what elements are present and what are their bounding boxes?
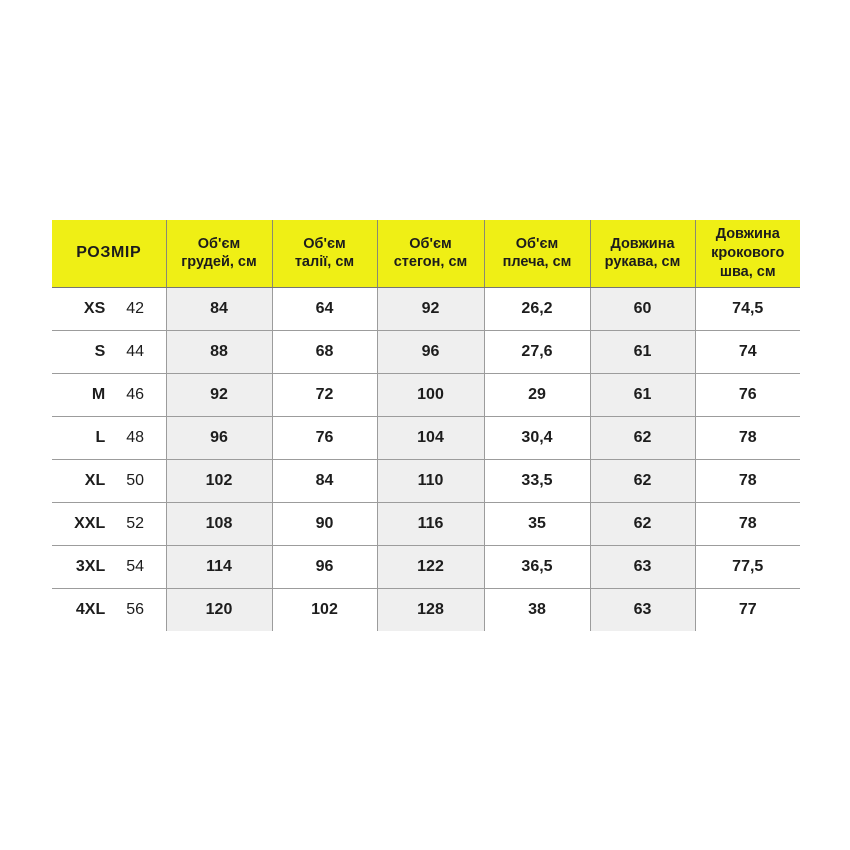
column-header-shoulder: Об'єм плеча, см: [484, 220, 591, 288]
sleeve-value: 63: [590, 545, 696, 589]
column-header-chest: Об'єм грудей, см: [166, 220, 273, 288]
size-code: S: [94, 342, 106, 360]
sleeve-value: 61: [590, 330, 696, 374]
column-header-sleeve: Довжина рукава, см: [590, 220, 696, 288]
shoulder-value: 29: [484, 373, 591, 417]
size-code: XS: [83, 299, 106, 317]
table-row-xxl: XXL 52 108 90 116 35 62 78: [52, 502, 800, 546]
shoulder-value: 26,2: [484, 287, 591, 331]
chest-value: 96: [166, 416, 273, 460]
size-number: 54: [126, 557, 145, 575]
size-cell: 3XL 54: [52, 545, 167, 589]
size-number: 56: [126, 600, 145, 618]
size-number: 50: [126, 471, 145, 489]
column-header-inseam: Довжина крокового шва, см: [695, 220, 800, 288]
inseam-value: 76: [695, 373, 800, 417]
size-cell: XL 50: [52, 459, 167, 503]
sleeve-value: 60: [590, 287, 696, 331]
shoulder-value: 35: [484, 502, 591, 546]
shoulder-value: 33,5: [484, 459, 591, 503]
inseam-value: 77,5: [695, 545, 800, 589]
column-header-size: РОЗМІР: [52, 220, 167, 288]
waist-value: 64: [272, 287, 378, 331]
hips-value: 128: [377, 588, 485, 631]
sleeve-value: 63: [590, 588, 696, 631]
size-code: XL: [84, 471, 106, 489]
size-number: 42: [126, 299, 145, 317]
waist-value: 76: [272, 416, 378, 460]
size-code: 4XL: [75, 600, 106, 618]
table-row-s: S 44 88 68 96 27,6 61 74: [52, 330, 800, 374]
chest-value: 108: [166, 502, 273, 546]
waist-value: 90: [272, 502, 378, 546]
chest-value: 84: [166, 287, 273, 331]
chest-value: 92: [166, 373, 273, 417]
hips-value: 116: [377, 502, 485, 546]
sleeve-value: 61: [590, 373, 696, 417]
waist-value: 102: [272, 588, 378, 631]
sleeve-value: 62: [590, 502, 696, 546]
column-header-waist: Об'єм талії, см: [272, 220, 378, 288]
inseam-value: 74,5: [695, 287, 800, 331]
size-code: 3XL: [75, 557, 106, 575]
sleeve-value: 62: [590, 459, 696, 503]
column-header-hips: Об'єм стегон, см: [377, 220, 485, 288]
waist-value: 68: [272, 330, 378, 374]
size-number: 48: [126, 428, 145, 446]
shoulder-value: 38: [484, 588, 591, 631]
size-number: 46: [126, 385, 145, 403]
hips-value: 104: [377, 416, 485, 460]
shoulder-value: 36,5: [484, 545, 591, 589]
size-chart-container: РОЗМІР Об'єм грудей, см Об'єм талії, см …: [52, 220, 800, 631]
inseam-value: 78: [695, 459, 800, 503]
size-cell: XS 42: [52, 287, 167, 331]
table-row-l: L 48 96 76 104 30,4 62 78: [52, 416, 800, 460]
chest-value: 102: [166, 459, 273, 503]
chest-value: 114: [166, 545, 273, 589]
inseam-value: 78: [695, 416, 800, 460]
shoulder-value: 27,6: [484, 330, 591, 374]
waist-value: 84: [272, 459, 378, 503]
table-row-4xl: 4XL 56 120 102 128 38 63 77: [52, 588, 800, 631]
size-number: 52: [126, 514, 145, 532]
inseam-value: 74: [695, 330, 800, 374]
table-row-m: M 46 92 72 100 29 61 76: [52, 373, 800, 417]
hips-value: 122: [377, 545, 485, 589]
size-code: XXL: [74, 514, 106, 532]
inseam-value: 78: [695, 502, 800, 546]
size-cell: L 48: [52, 416, 167, 460]
size-cell: M 46: [52, 373, 167, 417]
size-code: L: [95, 428, 106, 446]
size-number: 44: [126, 342, 145, 360]
hips-value: 110: [377, 459, 485, 503]
size-chart-table: РОЗМІР Об'єм грудей, см Об'єм талії, см …: [52, 220, 800, 631]
size-code: M: [91, 385, 106, 403]
hips-value: 100: [377, 373, 485, 417]
chest-value: 88: [166, 330, 273, 374]
size-cell: S 44: [52, 330, 167, 374]
table-row-xs: XS 42 84 64 92 26,2 60 74,5: [52, 287, 800, 331]
table-row-3xl: 3XL 54 114 96 122 36,5 63 77,5: [52, 545, 800, 589]
size-cell: 4XL 56: [52, 588, 167, 631]
waist-value: 72: [272, 373, 378, 417]
table-row-xl: XL 50 102 84 110 33,5 62 78: [52, 459, 800, 503]
chest-value: 120: [166, 588, 273, 631]
hips-value: 96: [377, 330, 485, 374]
waist-value: 96: [272, 545, 378, 589]
sleeve-value: 62: [590, 416, 696, 460]
shoulder-value: 30,4: [484, 416, 591, 460]
inseam-value: 77: [695, 588, 800, 631]
table-header-row: РОЗМІР Об'єм грудей, см Об'єм талії, см …: [52, 220, 800, 288]
hips-value: 92: [377, 287, 485, 331]
size-cell: XXL 52: [52, 502, 167, 546]
